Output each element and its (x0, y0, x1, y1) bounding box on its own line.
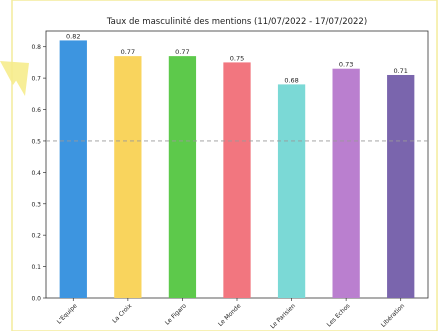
bar (114, 56, 142, 299)
y-tick-label: 0.7 (31, 76, 41, 83)
y-tick-label: 0.0 (31, 296, 41, 303)
y-tick-label: 0.4 (31, 170, 41, 177)
y-tick-label: 0.3 (31, 201, 41, 208)
y-tick-label: 0.2 (31, 233, 41, 240)
bar (277, 84, 306, 299)
bar (59, 40, 87, 299)
data-label: 0.71 (393, 67, 407, 75)
bar (223, 62, 251, 298)
y-tick-label: 0.5 (31, 138, 41, 145)
bar (387, 74, 415, 298)
y-tick-label: 0.6 (31, 107, 41, 114)
data-label: 0.73 (339, 61, 353, 69)
bar (332, 68, 360, 298)
data-label: 0.68 (284, 76, 298, 84)
y-tick-label: 0.8 (31, 44, 41, 51)
data-label: 0.75 (230, 54, 244, 62)
data-label: 0.77 (121, 48, 135, 56)
data-label: 0.82 (66, 32, 80, 40)
data-label: 0.77 (175, 48, 189, 56)
pointer-arrow (0, 61, 29, 96)
chart-title: Taux de masculinité des mentions (11/07/… (106, 16, 367, 27)
bar (168, 56, 197, 299)
highlight-frame (11, 0, 438, 331)
y-tick-label: 0.1 (31, 264, 41, 271)
